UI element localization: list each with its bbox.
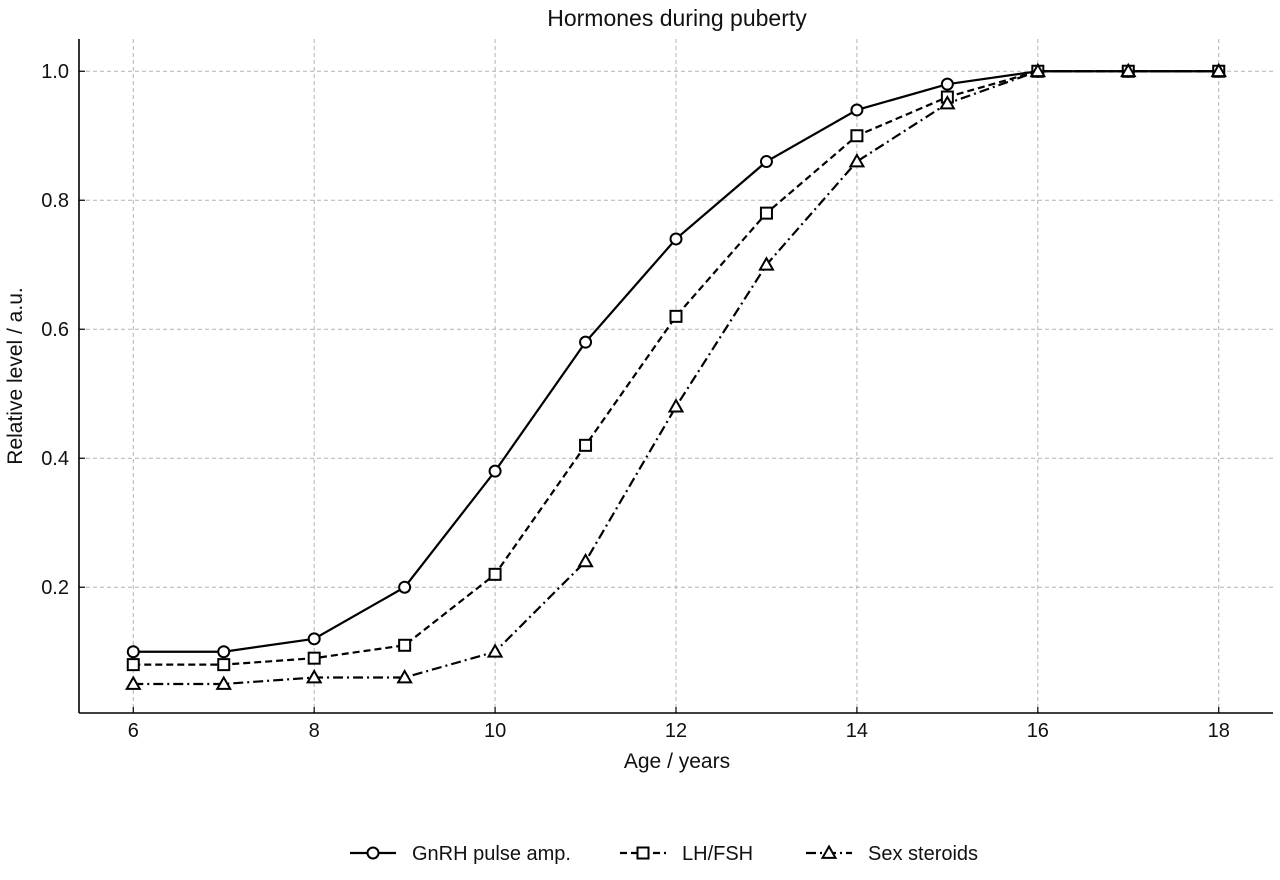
legend-label: Sex steroids	[868, 843, 978, 865]
data-point	[759, 155, 773, 169]
chart-title: Hormones during puberty	[547, 5, 807, 31]
data-point	[667, 398, 685, 413]
data-point	[758, 256, 775, 271]
x-tick-label: 12	[665, 720, 687, 742]
data-point	[759, 206, 773, 220]
data-point	[488, 464, 502, 478]
data-point	[1120, 62, 1137, 78]
y-tick-label: 0.6	[41, 319, 69, 341]
x-tick-label: 6	[128, 720, 139, 742]
data-point	[126, 658, 140, 672]
grid	[79, 39, 1273, 713]
y-tick-label: 0.8	[41, 190, 69, 212]
data-point	[1029, 62, 1047, 78]
ticks: 6 8 10 12 14 16 18 0.2 0.4 0.6 0.8 1.0	[41, 61, 1230, 742]
data-point	[396, 669, 413, 684]
data-point	[848, 153, 866, 168]
legend-item: GnRH pulse amp.	[350, 843, 571, 865]
data-point	[669, 232, 683, 246]
data-point	[398, 638, 412, 652]
series-layer	[125, 62, 1227, 690]
data-point	[217, 658, 231, 672]
legend-item: Sex steroids	[806, 843, 978, 865]
series-triangle	[125, 62, 1227, 690]
data-point	[939, 94, 956, 110]
legend-marker	[636, 846, 650, 860]
data-point	[488, 567, 502, 581]
x-tick-label: 18	[1208, 720, 1230, 742]
data-point	[577, 552, 594, 568]
y-tick-label: 1.0	[41, 61, 69, 83]
data-point	[669, 309, 683, 323]
data-point	[398, 580, 412, 594]
data-point	[850, 129, 864, 143]
data-point	[579, 335, 593, 349]
data-point	[940, 77, 954, 91]
legend: GnRH pulse amp. LH/FSH Sex steroids	[350, 843, 978, 865]
legend-marker	[366, 846, 380, 860]
data-point	[215, 675, 232, 690]
y-tick-label: 0.2	[41, 577, 69, 599]
data-point	[305, 669, 323, 684]
data-point	[307, 651, 321, 665]
data-point	[1210, 62, 1227, 78]
x-tick-label: 14	[846, 720, 868, 742]
data-point	[217, 645, 231, 659]
y-tick-label: 0.4	[41, 448, 69, 470]
legend-item: LH/FSH	[620, 843, 753, 865]
y-axis-label: Relative level / a.u.	[4, 287, 27, 464]
data-point	[126, 645, 140, 659]
data-point	[579, 438, 593, 452]
x-axis-label: Age / years	[624, 750, 730, 773]
x-tick-label: 10	[484, 720, 506, 742]
data-point	[486, 643, 504, 658]
data-point	[850, 103, 864, 117]
legend-marker	[820, 844, 838, 859]
data-point	[125, 675, 142, 690]
data-point	[307, 632, 321, 646]
legend-label: GnRH pulse amp.	[412, 843, 571, 865]
x-tick-label: 8	[309, 720, 320, 742]
x-tick-label: 16	[1027, 720, 1049, 742]
legend-label: LH/FSH	[682, 843, 753, 865]
